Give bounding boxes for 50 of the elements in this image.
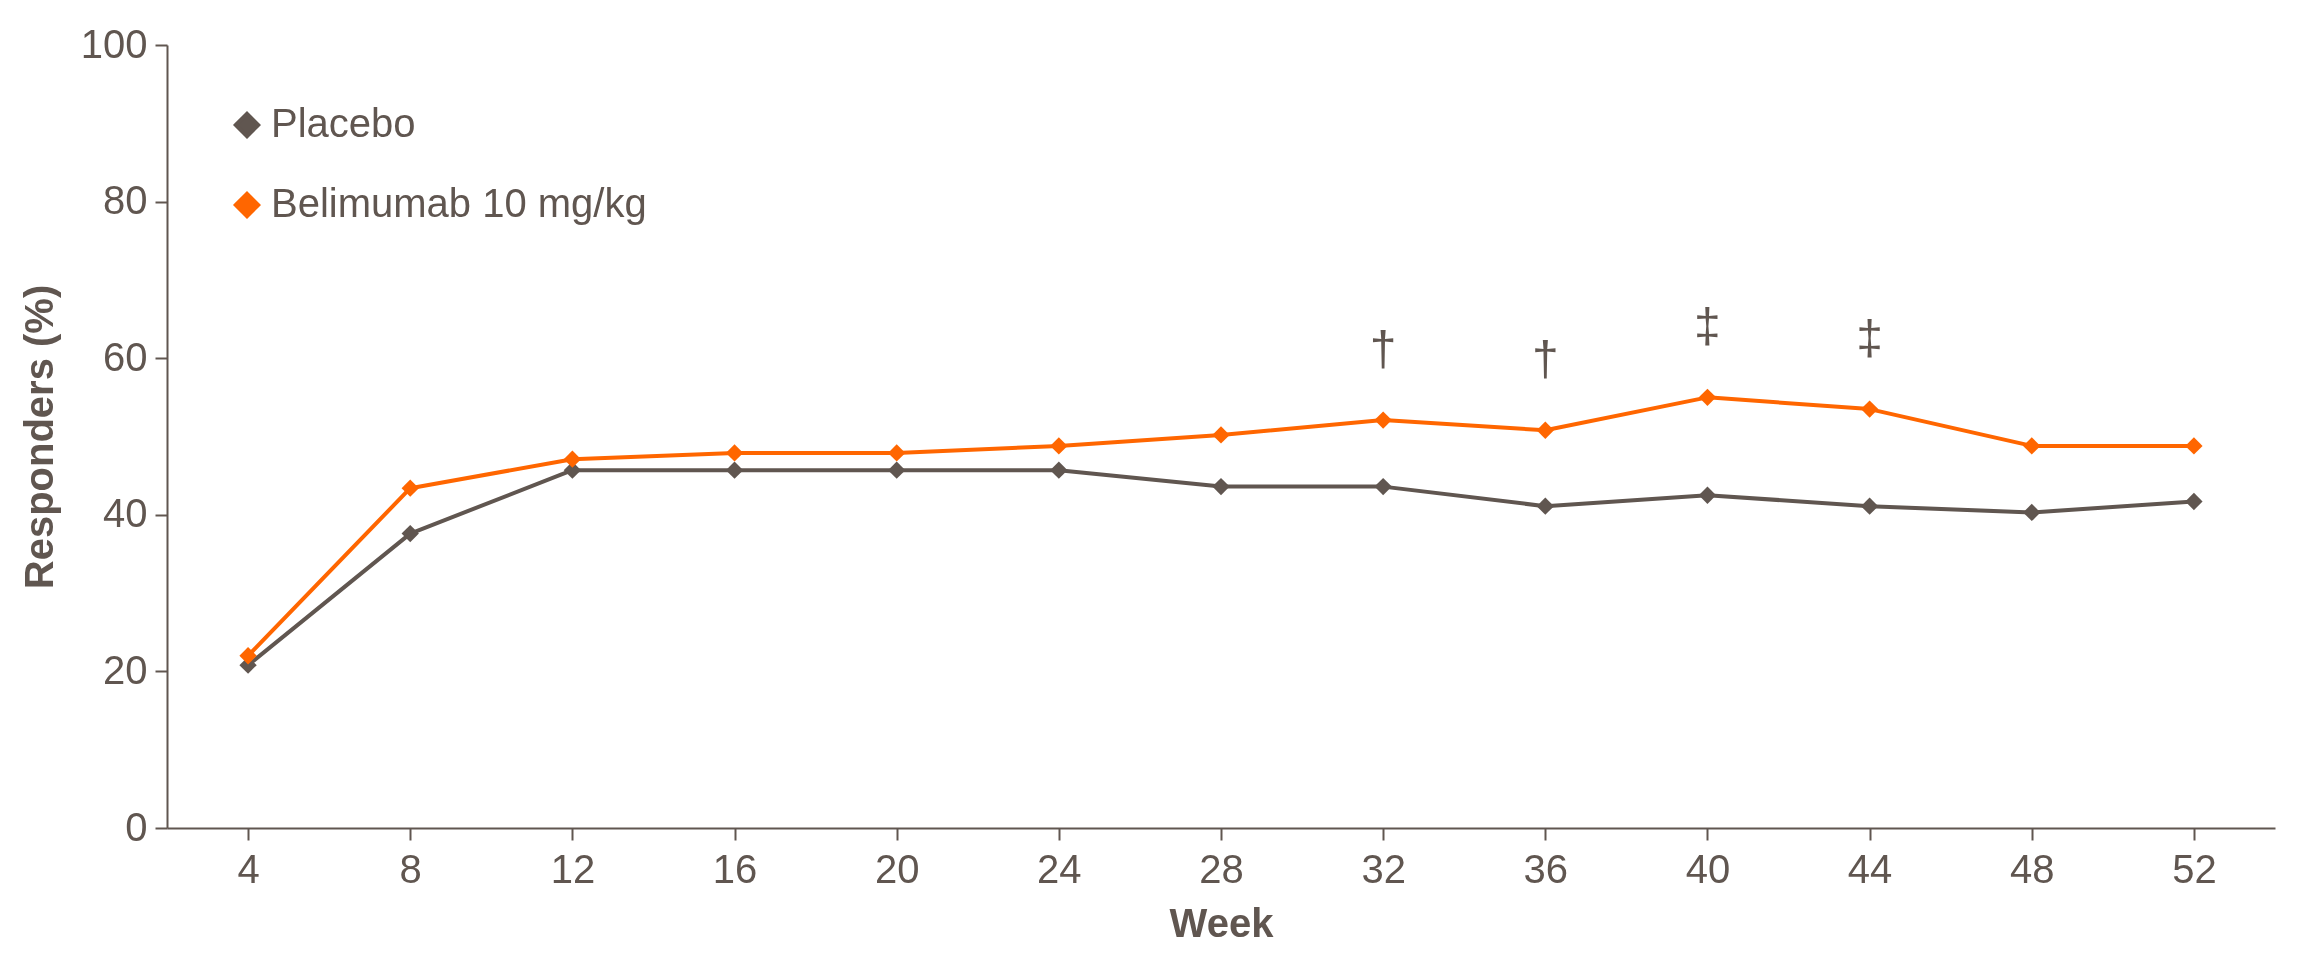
point xyxy=(401,524,419,543)
point xyxy=(1374,477,1392,496)
point xyxy=(888,444,906,462)
x-tick-label: 52 xyxy=(2172,846,2217,891)
legend-label: Belimumab 10 mg/kg xyxy=(271,181,647,225)
point xyxy=(563,450,582,468)
x-tick-label: 36 xyxy=(1523,846,1569,891)
x-tick-label: 44 xyxy=(1847,846,1893,891)
point xyxy=(2023,503,2041,522)
point xyxy=(239,647,257,665)
point xyxy=(1050,437,1068,455)
y-tick-label: 80 xyxy=(103,178,148,223)
x-tick-label: 8 xyxy=(399,846,422,891)
point xyxy=(2023,437,2041,455)
point xyxy=(1050,461,1068,479)
y-tick-label: 40 xyxy=(103,491,148,536)
x-tick-label: 4 xyxy=(237,846,260,891)
x-axis-title: Week xyxy=(1169,900,1275,945)
point xyxy=(1860,400,1879,418)
point xyxy=(725,461,744,479)
point xyxy=(1374,411,1392,429)
x-tick-label: 20 xyxy=(874,846,920,891)
point xyxy=(1212,477,1230,496)
x-tick-label: 48 xyxy=(2010,846,2055,891)
point xyxy=(1536,497,1554,515)
x-tick-label: 28 xyxy=(1199,846,1244,891)
point xyxy=(1212,426,1230,444)
x-tick-label: 32 xyxy=(1361,846,1406,891)
y-tick-label: 60 xyxy=(103,334,148,379)
x-tick-label: 40 xyxy=(1685,846,1731,891)
point xyxy=(2185,437,2203,455)
point xyxy=(888,461,906,479)
point xyxy=(1698,388,1717,407)
x-tick-label: 16 xyxy=(712,846,758,891)
point xyxy=(1860,497,1879,515)
y-tick-label: 20 xyxy=(103,647,148,692)
x-tick-label: 24 xyxy=(1037,846,1082,891)
y-tick-label: 0 xyxy=(125,804,148,849)
x-tick-label: 12 xyxy=(550,846,596,891)
point xyxy=(2185,492,2203,511)
y-tick-label: 100 xyxy=(80,21,148,66)
annotation: † xyxy=(1531,332,1559,386)
point xyxy=(401,479,419,497)
annotation: ‡ xyxy=(1856,311,1883,365)
y-axis-title: Responders (%) xyxy=(16,284,61,590)
point xyxy=(1698,486,1717,504)
annotation: ‡ xyxy=(1694,299,1721,353)
point xyxy=(1536,421,1554,439)
legend-label: Placebo xyxy=(271,101,416,145)
annotation: † xyxy=(1369,322,1397,376)
